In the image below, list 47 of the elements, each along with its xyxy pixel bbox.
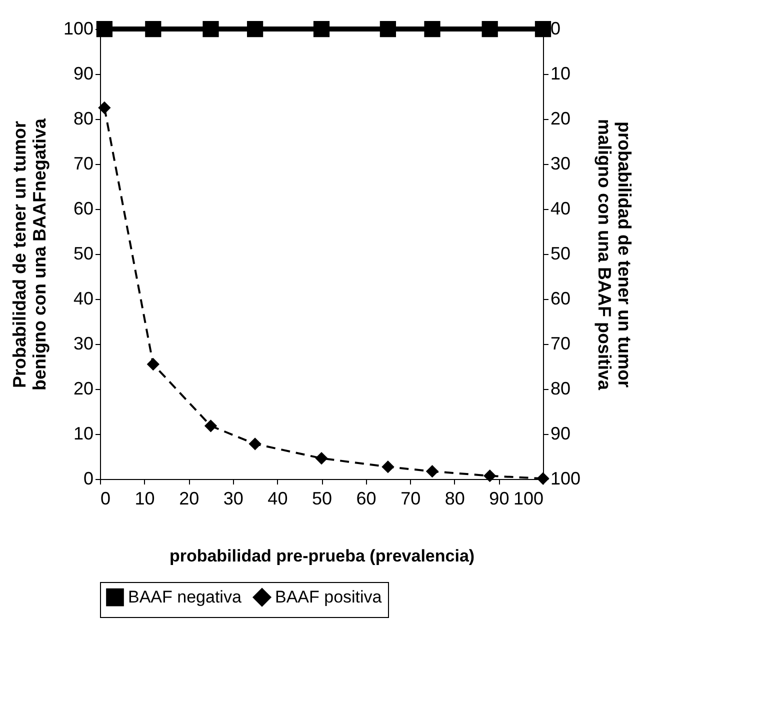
point	[484, 470, 496, 482]
legend-label: BAAF negativa	[128, 587, 242, 606]
x-tick-label: 30	[223, 488, 244, 508]
y-axis-title: Probabilidad de tener un tumor benigno con una BAAFnegativa	[9, 118, 50, 391]
x-tick-label: 10	[134, 488, 155, 508]
y2-tick-label: 10	[550, 64, 571, 84]
y2-tick-label: 0	[550, 18, 561, 38]
point	[426, 465, 439, 478]
y2-tick-label: 20	[550, 108, 571, 128]
y2-tick-label: 90	[550, 424, 571, 444]
point	[315, 452, 328, 465]
y-tick-label: 90	[73, 64, 94, 84]
x-tick-label: 90	[489, 488, 510, 508]
y-tick-label: 60	[73, 198, 94, 218]
point	[204, 420, 218, 432]
y-tick-label: 10	[73, 424, 94, 444]
y2-tick-label: 30	[550, 154, 571, 174]
x-axis-title: probabilidad pre-prueba (prevalencia)	[169, 546, 475, 566]
point	[536, 472, 550, 485]
y2-axis-title: probabilidad de tener un tumor maligno con una BAAF positiva	[594, 118, 635, 391]
legend-label: BAAF positiva	[275, 587, 382, 606]
y-tick-label: 70	[73, 154, 94, 174]
point	[248, 438, 262, 450]
y-tick-label: 80	[73, 108, 94, 128]
x-tick-label: 100	[513, 488, 544, 508]
x-tick-label: 80	[444, 488, 465, 508]
x-tick-label: 60	[356, 488, 376, 508]
x-tick-label: 70	[400, 488, 421, 508]
point	[146, 358, 160, 371]
point	[382, 460, 394, 474]
y-tick-label: 20	[73, 378, 94, 398]
y2-tick-label: 80	[550, 378, 571, 398]
x-tick-label: 40	[268, 488, 288, 508]
y-tick-label: 30	[73, 334, 94, 354]
y-tick-label: 40	[73, 288, 94, 308]
x-tick-label: 20	[179, 488, 200, 508]
y-tick-label: 0	[83, 468, 94, 488]
x-tick-label: 50	[312, 488, 332, 508]
y2-tick-label: 70	[550, 334, 571, 354]
y2-tick-label: 40	[550, 198, 571, 218]
y-tick-label: 100	[63, 18, 94, 38]
y2-tick-label: 60	[550, 288, 571, 308]
y2-tick-label: 50	[550, 244, 571, 264]
x-tick-label: 0	[100, 488, 111, 508]
y2-tick-label: 100	[550, 468, 581, 488]
point	[98, 101, 111, 114]
y-tick-label: 50	[73, 244, 94, 264]
